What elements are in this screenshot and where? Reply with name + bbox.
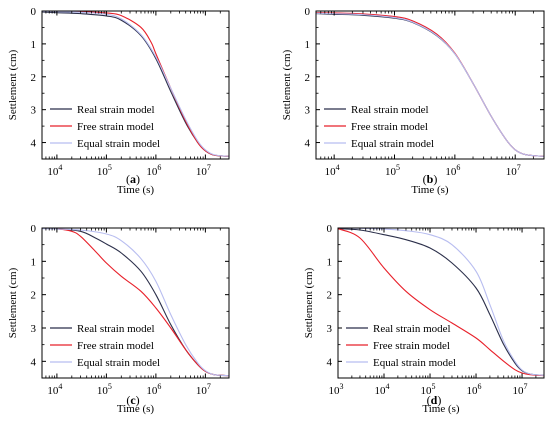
x-tick-label: 105 xyxy=(97,382,112,397)
x-tick-label: 107 xyxy=(196,163,211,178)
x-tick-label: 106 xyxy=(445,163,460,178)
series-line-free-strain-model xyxy=(42,11,229,157)
legend-label: Free strain model xyxy=(77,121,154,133)
series-line-free-strain-model xyxy=(338,228,544,377)
x-tick-label: 104 xyxy=(47,382,62,397)
legend-label: Equal strain model xyxy=(373,357,456,369)
y-tick-label: 4 xyxy=(31,138,37,150)
x-axis-label: Time (s) xyxy=(411,184,449,196)
legend-label: Equal strain model xyxy=(351,138,434,150)
x-tick-label: 107 xyxy=(513,382,528,397)
series-line-equal-strain-model xyxy=(42,228,229,377)
y-tick-label: 0 xyxy=(31,223,37,235)
y-tick-label: 0 xyxy=(327,223,333,235)
y-tick-label: 3 xyxy=(31,323,37,335)
panel-tag: (a) xyxy=(126,172,140,186)
y-tick-label: 2 xyxy=(327,290,333,302)
x-axis-label: Time (s) xyxy=(117,403,155,415)
series-line-equal-strain-model xyxy=(316,12,544,157)
series-line-equal-strain-model xyxy=(338,228,544,376)
series-line-real-strain-model xyxy=(42,11,229,157)
plot-frame xyxy=(315,10,545,160)
y-tick-label: 0 xyxy=(305,6,311,18)
panel-tag: (d) xyxy=(427,393,442,407)
legend-label: Real strain model xyxy=(77,323,155,335)
y-tick-label: 4 xyxy=(31,356,37,368)
plot-frame xyxy=(41,10,230,160)
y-tick-label: 2 xyxy=(305,72,311,84)
series-line-real-strain-model xyxy=(42,228,229,377)
legend-label: Equal strain model xyxy=(77,357,160,369)
x-tick-label: 105 xyxy=(421,382,436,397)
chart-panel-b: 0 1 2 3 4 104 105 106 107 Time (s) Settlement (cm)… xyxy=(281,6,545,196)
y-tick-label: 4 xyxy=(305,138,311,150)
x-tick-label: 107 xyxy=(196,382,211,397)
y-tick-label: 4 xyxy=(327,356,333,368)
x-tick-label: 105 xyxy=(385,163,400,178)
x-tick-label: 106 xyxy=(467,382,482,397)
y-tick-label: 2 xyxy=(31,72,37,84)
x-axis-label: Time (s) xyxy=(117,184,155,196)
y-tick-label: 1 xyxy=(31,39,37,51)
y-tick-label: 1 xyxy=(327,256,333,268)
plot-frame xyxy=(337,227,545,379)
y-tick-label: 3 xyxy=(327,323,333,335)
y-axis-label: Settlement (cm) xyxy=(7,267,19,338)
series-line-real-strain-model xyxy=(338,228,544,376)
series-line-free-strain-model xyxy=(316,12,544,157)
chart-panel-c: 0 1 2 3 4 104 105 106 107 Time (s) Settlement (cm)… xyxy=(7,223,230,415)
series-line-real-strain-model xyxy=(316,13,544,157)
legend-label: Real strain model xyxy=(77,104,155,116)
chart-panel-d: 0 1 2 3 4 103 104 105 106 107 Time (s) Settlement (… xyxy=(303,223,545,415)
y-tick-label: 2 xyxy=(31,290,37,302)
y-axis-label: Settlement (cm) xyxy=(281,49,293,120)
y-tick-label: 3 xyxy=(305,105,311,117)
plot-frame xyxy=(41,227,230,379)
legend-label: Free strain model xyxy=(351,121,428,133)
chart-panel-a: 0 1 2 3 4 104 105 106 107 Time (s) Settlement (cm)… xyxy=(7,6,230,196)
y-axis-label: Settlement (cm) xyxy=(7,49,19,120)
y-axis-label: Settlement (cm) xyxy=(303,267,315,338)
legend-label: Real strain model xyxy=(351,104,429,116)
y-tick-label: 1 xyxy=(31,256,37,268)
legend-label: Equal strain model xyxy=(77,138,160,150)
y-tick-label: 3 xyxy=(31,105,37,117)
y-tick-label: 0 xyxy=(31,6,37,18)
x-tick-label: 106 xyxy=(146,382,161,397)
x-tick-label: 104 xyxy=(375,382,390,397)
x-tick-label: 104 xyxy=(47,163,62,178)
x-tick-label: 107 xyxy=(506,163,521,178)
x-axis-label: Time (s) xyxy=(422,403,460,415)
x-tick-label: 105 xyxy=(97,163,112,178)
y-tick-label: 1 xyxy=(305,39,311,51)
x-tick-label: 103 xyxy=(329,382,344,397)
series-line-free-strain-model xyxy=(42,228,229,377)
legend-label: Free strain model xyxy=(373,340,450,352)
legend-label: Free strain model xyxy=(77,340,154,352)
panel-tag: (b) xyxy=(423,172,438,186)
legend-label: Real strain model xyxy=(373,323,451,335)
panel-tag: (c) xyxy=(126,393,139,407)
x-tick-label: 106 xyxy=(146,163,161,178)
x-tick-label: 104 xyxy=(325,163,340,178)
series-line-equal-strain-model xyxy=(42,11,229,157)
